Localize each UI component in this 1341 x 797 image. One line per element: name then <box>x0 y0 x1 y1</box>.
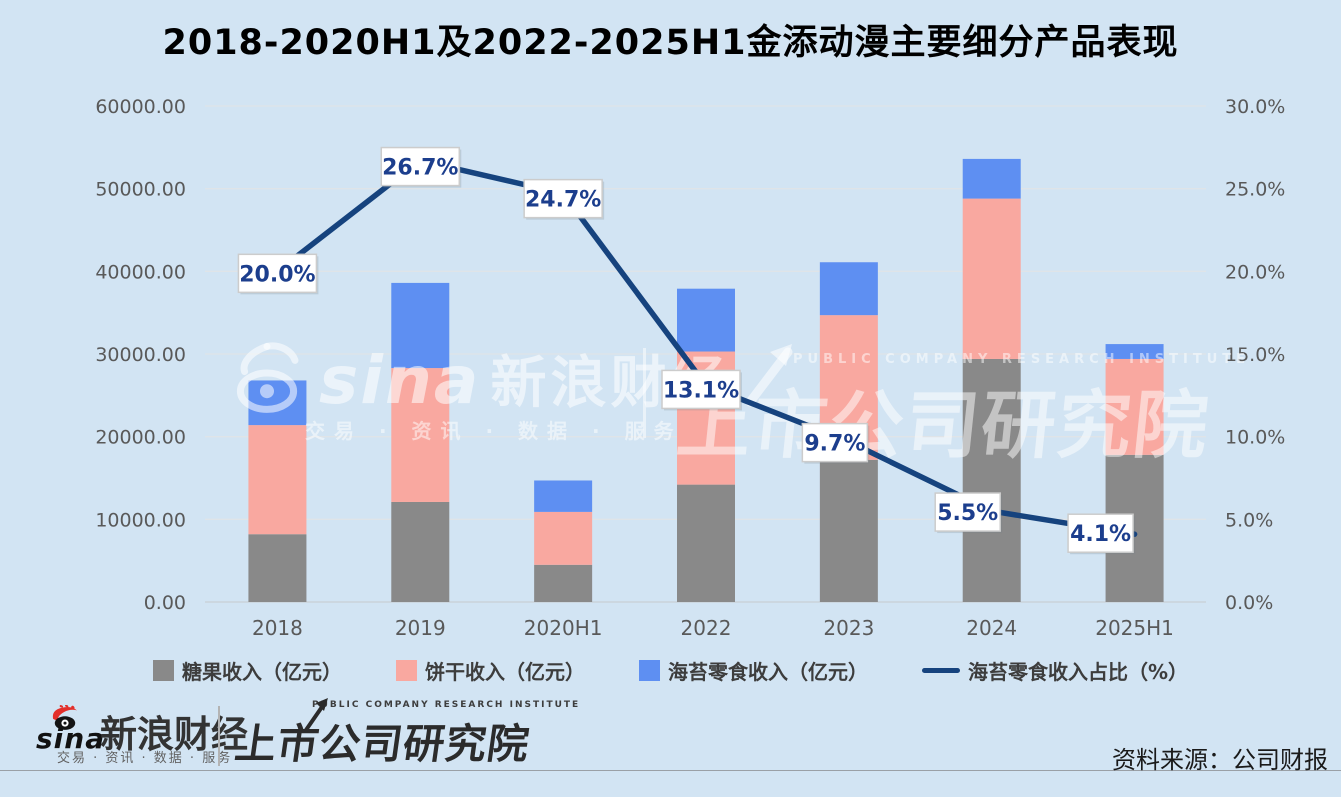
sina-wordmark: sina <box>36 722 106 755</box>
svg-text:26.7%: 26.7% <box>382 156 458 181</box>
watermark-sina-word: sina <box>319 342 481 419</box>
svg-text:5.5%: 5.5% <box>937 501 998 526</box>
line-point-label-2023: 9.7% <box>801 422 870 464</box>
legend-label: 饼干收入（亿元） <box>424 660 585 684</box>
institute-logo: PUBLIC COMPANY RESEARCH INSTITUTE 上市公司研究… <box>232 698 581 770</box>
bar-segment-biscuit-2025H1 <box>1105 358 1164 455</box>
y-axis-left-tick: 40000.00 <box>95 261 186 283</box>
watermark-institute: 上市公司研究院 <box>672 383 1214 469</box>
bar-segment-seaweed-2025H1 <box>1105 344 1164 359</box>
watermark-arrow-icon <box>745 344 793 407</box>
svg-text:9.7%: 9.7% <box>804 432 865 457</box>
y-axis-left-tick: 0.00 <box>144 592 186 614</box>
y-axis-right-tick: 30.0% <box>1225 96 1285 118</box>
y-axis-right-tick: 25.0% <box>1225 179 1285 201</box>
footer-vertical-divider <box>218 706 220 766</box>
x-axis-tick: 2025H1 <box>1095 616 1174 640</box>
sina-eye-watermark-icon <box>225 338 309 426</box>
legend-swatch-icon <box>152 660 174 681</box>
bar-segment-candy-2024 <box>962 358 1021 602</box>
chart-title: 2018-2020H1及2022-2025H1金添动漫主要细分产品表现 <box>162 23 1179 63</box>
line-point-label-2024: 5.5% <box>934 492 1003 534</box>
institute-name-en: PUBLIC COMPANY RESEARCH INSTITUTE <box>312 700 581 710</box>
chart-legend: 糖果收入（亿元） 饼干收入（亿元） 海苔零食收入（亿元） 海苔零食收入占比（%） <box>0 656 1341 685</box>
sina-flame-icon <box>48 704 82 735</box>
bar-segment-candy-2023 <box>819 459 878 602</box>
svg-text:13.1%: 13.1% <box>663 378 739 403</box>
y-axis-left-tick: 20000.00 <box>95 427 186 449</box>
legend-swatch-icon <box>395 660 417 681</box>
y-axis-right-tick: 15.0% <box>1225 344 1285 366</box>
y-axis-right-tick: 0.0% <box>1225 592 1273 614</box>
watermark-divider <box>643 348 646 438</box>
y-axis-right-tick: 10.0% <box>1225 427 1285 449</box>
legend-item-biscuit: 饼干收入（亿元） <box>395 656 585 685</box>
data-source-note: 资料来源：公司财报 <box>1112 746 1328 774</box>
svg-text:24.7%: 24.7% <box>525 188 601 213</box>
bar-segment-candy-2018 <box>248 534 307 602</box>
footer-divider-line <box>0 770 1341 771</box>
y-axis-left-tick: 10000.00 <box>95 509 186 531</box>
bar-segment-candy-2019 <box>391 501 450 602</box>
bar-segment-biscuit-2023 <box>819 315 878 460</box>
legend-label: 海苔零食收入（亿元） <box>667 660 868 684</box>
line-point-label-2018: 20.0% <box>237 253 319 295</box>
legend-item-seaweed: 海苔零食收入（亿元） <box>638 656 868 685</box>
bar-segment-candy-2022 <box>677 484 735 602</box>
line-series-seaweed-share <box>274 157 1138 537</box>
x-axis-tick: 2019 <box>395 616 446 640</box>
watermark-sina: sina 新浪财经 <box>225 338 730 430</box>
line-point-label-2022: 13.1% <box>661 369 742 411</box>
bar-segment-seaweed-2022 <box>677 288 735 352</box>
institute-name: 上市公司研究院 <box>232 720 533 768</box>
legend-swatch-icon <box>638 660 660 681</box>
bar-segment-biscuit-2019 <box>391 368 450 502</box>
legend-item-seaweed_share: 海苔零食收入占比（%） <box>921 656 1189 685</box>
x-axis-tick: 2022 <box>681 616 732 640</box>
watermark-brand: 新浪财经 <box>490 351 731 416</box>
legend-label: 海苔零食收入占比（%） <box>967 660 1189 684</box>
bar-segment-biscuit-2020H1 <box>534 511 593 565</box>
line-point-label-2019: 26.7% <box>380 146 462 188</box>
x-axis-tick: 2018 <box>252 616 303 640</box>
footer-brand: 新浪财经 <box>100 712 248 756</box>
line-point-label-2025H1: 4.1% <box>1067 513 1136 555</box>
y-axis-right-tick: 5.0% <box>1225 509 1273 531</box>
line-point-label-2020H1: 24.7% <box>523 178 605 220</box>
legend-item-candy: 糖果收入（亿元） <box>152 656 342 685</box>
footer-tagline: 交易 · 资讯 · 数据 · 服务 <box>57 751 233 766</box>
bar-segment-biscuit-2022 <box>677 351 735 485</box>
legend-line-icon <box>921 668 960 673</box>
institute-arrow-icon <box>302 696 332 736</box>
x-axis-tick: 2020H1 <box>524 616 603 640</box>
svg-text:4.1%: 4.1% <box>1070 522 1131 547</box>
bar-segment-seaweed-2020H1 <box>534 480 593 512</box>
x-axis-tick: 2024 <box>966 616 1017 640</box>
chart-canvas: 0.00 0.0% 10000.00 5.0% 20000.00 10.0% 30000.0… <box>95 96 1285 640</box>
bar-segment-seaweed-2023 <box>819 262 878 316</box>
y-axis-left-tick: 50000.00 <box>95 179 186 201</box>
legend-label: 糖果收入（亿元） <box>181 660 342 684</box>
bar-segment-candy-2020H1 <box>534 564 593 602</box>
bar-segment-seaweed-2024 <box>962 158 1021 199</box>
x-axis-tick: 2023 <box>823 616 874 640</box>
line-overlay: 20.0% 26.7% 24.7% 13.1% 9.7% 5.5% 4.1% <box>237 146 1138 555</box>
svg-text:20.0%: 20.0% <box>239 262 315 287</box>
watermark-tagline: 交易 · 资讯 · 数据 · 服务 <box>305 419 683 443</box>
watermark-institute-en: PUBLIC COMPANY RESEARCH INSTITUTE <box>793 352 1251 367</box>
bar-segment-biscuit-2018 <box>248 425 307 535</box>
bar-segment-seaweed-2018 <box>248 380 307 426</box>
y-axis-left-tick: 60000.00 <box>95 96 186 118</box>
sina-logo: sina <box>36 702 106 764</box>
bar-segment-candy-2025H1 <box>1105 454 1164 602</box>
y-axis-left-tick: 30000.00 <box>95 344 186 366</box>
y-axis-right-tick: 20.0% <box>1225 261 1285 283</box>
bar-segment-seaweed-2019 <box>391 282 450 369</box>
bar-segment-biscuit-2024 <box>962 198 1021 359</box>
